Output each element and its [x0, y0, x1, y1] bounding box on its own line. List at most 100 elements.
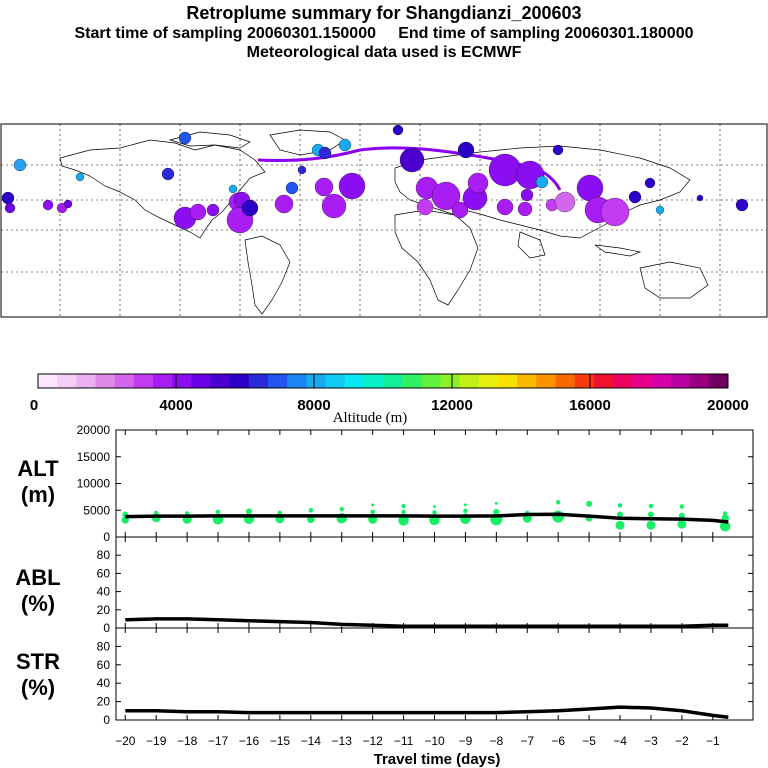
title-block: Retroplume summary for Shangdianzi_20060… — [0, 2, 768, 62]
y-tick-label: 80 — [97, 639, 111, 653]
altitude-cluster-point — [401, 509, 406, 515]
altitude-cluster-point — [615, 520, 625, 530]
altitude-cluster-point — [371, 503, 375, 507]
colorbar-swatch — [498, 374, 518, 388]
colorbar-swatch — [402, 374, 422, 388]
plume-cluster-marker — [285, 181, 299, 195]
colorbar-swatch — [268, 374, 288, 388]
altitude-cluster-point — [308, 508, 314, 513]
altitude-cluster-point — [647, 511, 654, 518]
coastlines — [59, 129, 709, 315]
plume-cluster-marker — [496, 198, 514, 216]
plume-cluster-marker — [321, 193, 347, 219]
met-data-label: Meteorological data used is ECMWF — [246, 44, 522, 61]
x-tick-label: −20 — [115, 734, 136, 748]
altitude-cluster-point — [277, 510, 283, 516]
x-tick-label: −16 — [239, 734, 260, 748]
altitude-cluster-point — [245, 508, 252, 515]
plume-cluster-marker — [63, 199, 73, 209]
plume-cluster-marker — [517, 201, 533, 217]
plume-cluster-marker — [13, 158, 27, 172]
colorbar-swatch — [210, 374, 230, 388]
colorbar-swatch — [459, 374, 480, 388]
colorbar-tick-label: 8000 — [297, 397, 330, 414]
plume-cluster-marker — [655, 205, 665, 215]
altitude-cluster-point — [722, 511, 728, 516]
panel-ylabel: STR — [16, 649, 60, 674]
x-tick-label: −7 — [520, 734, 534, 748]
x-tick-label: −14 — [301, 734, 322, 748]
colorbar-swatch — [191, 374, 211, 388]
x-tick-label: −3 — [644, 734, 658, 748]
plume-cluster-marker — [392, 124, 404, 136]
x-tick-label: −19 — [146, 734, 167, 748]
colorbar-frame — [37, 373, 729, 389]
y-tick-label: 40 — [97, 676, 111, 690]
altitude-cluster-point — [215, 509, 221, 515]
colorbar-swatch — [574, 374, 595, 388]
colorbar-swatch — [613, 374, 633, 388]
x-tick-label: −17 — [208, 734, 229, 748]
colorbar-swatch — [325, 374, 345, 388]
x-tick-label: −11 — [394, 734, 414, 748]
colorbar-swatch — [478, 374, 499, 388]
plume-cluster-marker — [189, 203, 207, 221]
colorbar-swatch — [248, 374, 269, 388]
panel-mean-line — [125, 617, 729, 628]
plume-cluster-marker — [338, 172, 366, 200]
colorbar-swatch — [133, 374, 154, 388]
panel-frame — [115, 627, 754, 721]
colorbar-axis-label: Altitude (m) — [333, 410, 408, 426]
x-tick-label: −1 — [706, 734, 720, 748]
plume-cluster-marker — [161, 167, 175, 181]
colorbar-swatch — [632, 374, 652, 388]
colorbar-swatch — [172, 374, 192, 388]
plume-cluster-marker — [297, 165, 307, 175]
plume-cluster-marker — [520, 188, 534, 202]
plume-cluster-marker — [696, 194, 704, 202]
y-tick-label: 40 — [97, 585, 111, 599]
y-tick-label: 10000 — [77, 477, 111, 491]
colorbar-swatch — [593, 374, 614, 388]
plume-cluster-marker — [338, 138, 352, 152]
x-tick-label: −5 — [582, 734, 596, 748]
altitude-cluster-point — [679, 504, 685, 509]
panel-abl: 80 60 40 20 0 ABL(%) — [15, 536, 754, 635]
colorbar-tick-label: 12000 — [431, 397, 473, 414]
y-tick-label: 0 — [103, 530, 110, 544]
altitude-cluster-point — [552, 510, 565, 523]
colorbar-swatch — [651, 374, 671, 388]
y-tick-label: 20000 — [77, 423, 111, 437]
colorbar-swatch — [440, 374, 460, 388]
plume-cluster-marker — [206, 203, 220, 217]
panel-ylabel-units: (%) — [21, 675, 55, 700]
start-time-label: Start time of sampling 20060301.150000 — [74, 25, 377, 42]
altitude-cluster-point — [677, 519, 687, 529]
plume-cluster-marker — [535, 175, 549, 189]
altitude-cluster-point — [401, 503, 406, 509]
retroplume-map — [0, 123, 768, 318]
x-axis-label: Travel time (days) — [374, 751, 501, 768]
panel-mean-line — [125, 705, 729, 719]
x-tick-label: −9 — [459, 734, 473, 748]
altitude-cluster-point — [617, 511, 624, 518]
panel-mean-line — [125, 512, 729, 524]
y-tick-label: 60 — [97, 658, 111, 672]
colorbar-swatch — [76, 374, 96, 388]
y-tick-label: 15000 — [77, 450, 111, 464]
altitude-cluster-point — [463, 503, 467, 507]
panel-ylabel-units: (m) — [21, 482, 55, 507]
plume-cluster-marker — [431, 181, 461, 211]
colorbar-swatch — [517, 374, 537, 388]
plume-clusters — [1, 124, 749, 234]
chart-title: Retroplume summary for Shangdianzi_20060… — [186, 3, 582, 23]
plume-cluster-marker — [554, 191, 576, 213]
x-tick-label: −4 — [613, 734, 627, 748]
altitude-cluster-point — [586, 500, 593, 507]
plume-cluster-marker — [600, 197, 630, 227]
plume-cluster-marker — [628, 190, 642, 204]
plume-cluster-marker — [735, 198, 749, 212]
panel-frame — [115, 536, 754, 629]
x-tick-label: −6 — [551, 734, 565, 748]
